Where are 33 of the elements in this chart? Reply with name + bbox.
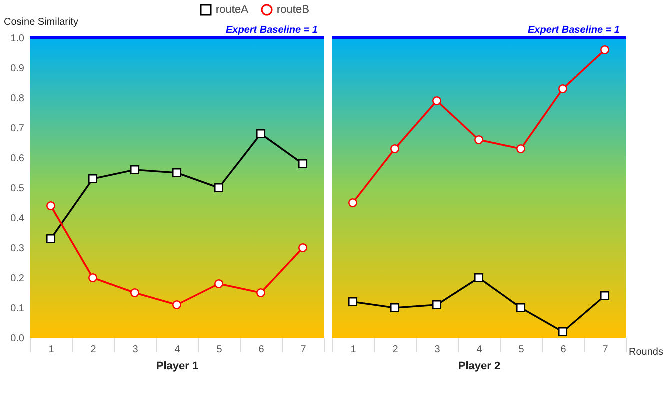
y-tick-label: 0.3 (10, 244, 25, 254)
x-tick-label: 1 (350, 344, 357, 356)
y-tick-label: 0.0 (10, 334, 25, 344)
x-tick-label: 7 (602, 344, 609, 356)
y-axis-title: Cosine Similarity (4, 17, 78, 28)
x-tick-label: 6 (258, 344, 265, 356)
y-tick-label: 0.7 (10, 124, 25, 134)
x-tick-label: 6 (560, 344, 567, 356)
y-tick-label: 0.5 (10, 184, 25, 194)
text: Rounds (629, 347, 663, 358)
x-axis-title: Player 1 (156, 360, 199, 372)
ref-line-label: Expert Baseline = 1 (528, 25, 620, 36)
y-tick-label: 0.8 (10, 94, 25, 104)
x-tick-label: 2 (392, 344, 399, 356)
legend-label: routeB (277, 4, 310, 16)
ref-line-label: Expert Baseline = 1 (226, 25, 318, 36)
x-tick-label: 4 (174, 344, 181, 356)
y-tick-label: 0.2 (10, 274, 25, 284)
x-tick-label: 2 (90, 344, 97, 356)
x-tick-label: 3 (132, 344, 139, 356)
legend-label: routeA (216, 4, 250, 16)
x-tick-label: 5 (216, 344, 223, 356)
x-tick-label: 4 (476, 344, 483, 356)
y-tick-label: 0.4 (10, 214, 25, 224)
y-tick-label: 0.9 (10, 64, 25, 74)
y-tick-label: 0.6 (10, 154, 25, 164)
y-tick-label: 1.0 (10, 34, 25, 44)
x-axis-title: Player 2 (458, 360, 501, 372)
x-tick-label: 7 (300, 344, 307, 356)
x-tick-label: 1 (48, 344, 55, 356)
x-tick-label: 5 (518, 344, 525, 356)
x-tick-label: 3 (434, 344, 441, 356)
y-tick-label: 0.1 (10, 304, 25, 314)
